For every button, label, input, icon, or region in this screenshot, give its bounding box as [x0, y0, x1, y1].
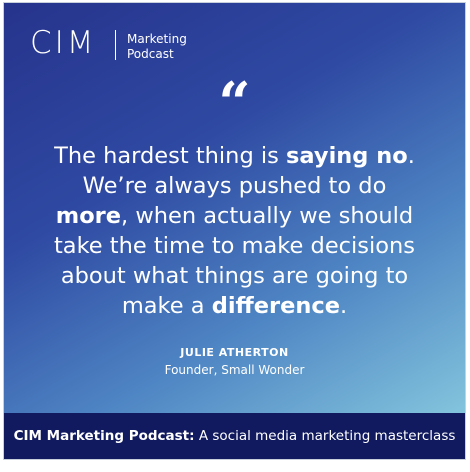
- quote-emphasis: saying no: [286, 143, 408, 169]
- footer: CIM Marketing Podcast: A social media ma…: [4, 413, 465, 459]
- quote-text: .: [340, 293, 348, 319]
- quote-emphasis: difference: [211, 293, 340, 319]
- footer-title: CIM Marketing Podcast:: [13, 428, 195, 444]
- quote-line: The hardest thing is saying no.: [4, 141, 465, 171]
- quote-text: make a: [121, 293, 212, 319]
- quote-text: .: [407, 143, 415, 169]
- quote: The hardest thing is saying no. We’re alw…: [4, 141, 465, 321]
- quote-text: The hardest thing is: [54, 143, 287, 169]
- divider: [115, 30, 116, 60]
- podcast-label: Podcast: [127, 47, 174, 61]
- quote-line: make a difference.: [4, 291, 465, 321]
- quote-line: about what things are going to: [4, 261, 465, 291]
- quote-text: , when actually we should: [121, 203, 414, 229]
- footer-subtitle: A social media marketing masterclass: [194, 428, 456, 444]
- logo: CIM: [30, 25, 97, 61]
- author-name: JULIE ATHERTON: [180, 346, 289, 359]
- quote-mark: “: [218, 70, 251, 136]
- quote-emphasis: more: [55, 203, 122, 229]
- quote-card: CIM Marketing Podcast “ The hardest thin…: [3, 2, 466, 460]
- podcast-label: Marketing: [127, 32, 187, 46]
- quote-text: We’re always pushed to do: [82, 173, 387, 199]
- quote-line: more, when actually we should: [4, 201, 465, 231]
- quote-text: take the time to make decisions: [53, 233, 416, 259]
- quote-line: We’re always pushed to do: [4, 171, 465, 201]
- quote-line: take the time to make decisions: [4, 231, 465, 261]
- author-role: Founder, Small Wonder: [164, 363, 305, 377]
- quote-text: about what things are going to: [60, 263, 409, 289]
